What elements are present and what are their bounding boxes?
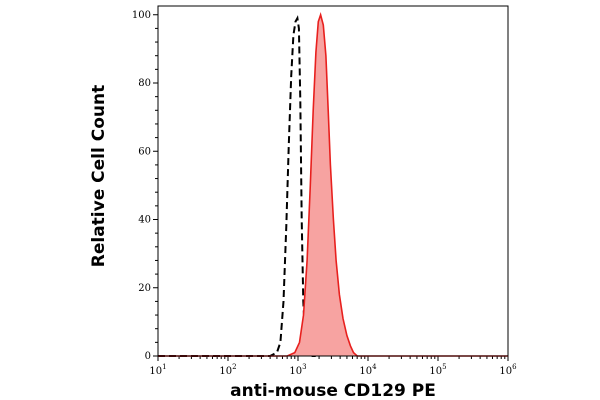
y-tick-label: 20 (138, 283, 151, 294)
control-histogram-line (158, 15, 318, 357)
y-tick-label: 100 (132, 10, 151, 21)
x-tick-label: 102 (219, 363, 236, 377)
y-tick-label: 60 (138, 146, 151, 157)
stained-histogram-line (158, 12, 508, 357)
x-axis-title: anti-mouse CD129 PE (230, 381, 436, 400)
x-tick-label: 104 (359, 363, 377, 377)
y-axis-title: Relative Cell Count (89, 85, 109, 267)
stained-histogram-fill (158, 14, 508, 357)
x-tick-label: 103 (289, 363, 306, 377)
series-layer (158, 12, 508, 357)
x-tick-label: 101 (149, 363, 166, 377)
x-tick-label: 105 (429, 363, 446, 377)
x-axis-ticks: 101 102 103 104 105 106 (149, 356, 517, 377)
y-axis-ticks: 0 20 40 60 80 100 (132, 10, 158, 362)
y-tick-label: 40 (138, 215, 151, 226)
y-tick-label: 0 (145, 351, 151, 362)
plot-frame (157, 5, 509, 357)
y-tick-label: 80 (138, 78, 151, 89)
x-tick-label: 106 (499, 363, 517, 377)
